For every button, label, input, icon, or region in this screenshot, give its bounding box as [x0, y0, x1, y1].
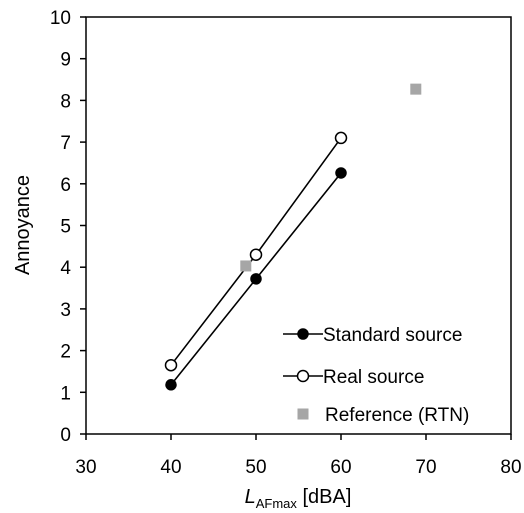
x-axis-label-subscript: AFmax [256, 496, 298, 511]
data-point [410, 83, 422, 95]
x-axis-label: LAFmax [dBA] [245, 486, 352, 511]
x-tick-label: 50 [245, 457, 266, 478]
y-axis-label: Annoyance [12, 175, 34, 275]
x-axis-ticks: 30 40 50 60 70 80 [75, 434, 522, 478]
x-tick-label: 80 [500, 457, 521, 478]
legend-label: Real source [323, 367, 424, 388]
x-axis-label-main: L [245, 486, 256, 508]
series-lines [170, 137, 342, 386]
x-tick-label: 40 [160, 457, 181, 478]
y-tick-label: 0 [60, 425, 71, 446]
y-tick-label: 6 [60, 175, 71, 196]
data-point [335, 167, 347, 179]
data-point [334, 131, 348, 145]
y-tick-label: 7 [60, 133, 71, 154]
legend-marker [297, 408, 309, 420]
y-tick-label: 2 [60, 342, 71, 363]
data-point [250, 273, 262, 285]
data-point [164, 358, 178, 372]
x-tick-label: 30 [75, 457, 96, 478]
legend-marker [296, 369, 310, 383]
y-tick-label: 4 [60, 258, 71, 279]
y-tick-label: 1 [60, 383, 71, 404]
y-tick-label: 3 [60, 300, 71, 321]
legend-label: Reference (RTN) [325, 405, 469, 426]
legend: Standard source Real source Reference (RTN… [283, 325, 469, 426]
data-point [240, 260, 252, 272]
data-point [165, 379, 177, 391]
y-tick-label: 8 [60, 91, 71, 112]
series-points [164, 83, 422, 391]
x-axis-label-unit: [dBA] [297, 486, 351, 508]
legend-label: Standard source [323, 325, 462, 346]
y-tick-label: 9 [60, 50, 71, 71]
y-axis-ticks: 0 1 2 3 4 5 6 7 8 9 10 [50, 8, 86, 446]
y-tick-label: 10 [50, 8, 71, 29]
data-point [249, 248, 263, 261]
legend-marker [297, 328, 309, 340]
x-tick-label: 60 [330, 457, 351, 478]
x-tick-label: 70 [415, 457, 436, 478]
y-tick-label: 5 [60, 217, 71, 238]
